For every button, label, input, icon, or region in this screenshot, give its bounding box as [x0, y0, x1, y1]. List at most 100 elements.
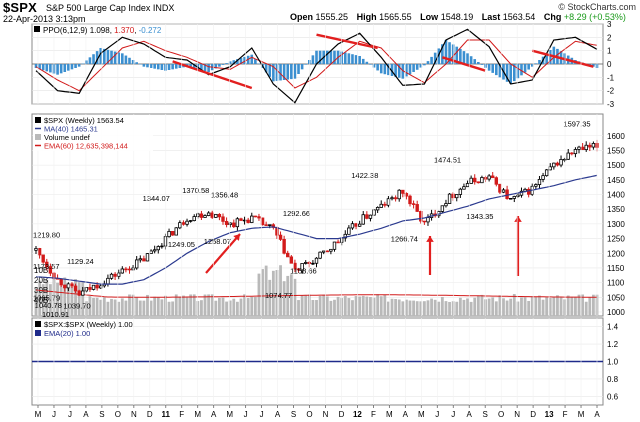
- ppo-hist-bar: [469, 56, 473, 64]
- volume-bar: [487, 298, 491, 316]
- ppo-hist-bar: [164, 64, 167, 71]
- price-candle-body: [426, 217, 430, 223]
- price-candle-body: [264, 224, 268, 226]
- ppo-hist-bar: [297, 64, 300, 74]
- x-tick-label: A: [467, 410, 473, 419]
- ppo-hist-bar: [131, 60, 135, 64]
- ppo-hist-bar: [74, 64, 77, 68]
- volume-bar: [592, 294, 595, 316]
- price-candle-body: [239, 218, 243, 221]
- volume-bar: [304, 294, 308, 316]
- legend-swatch: [35, 117, 41, 123]
- ppo-hist-bar: [34, 64, 38, 68]
- price-candle-body: [455, 194, 459, 199]
- volume-bar: [113, 299, 117, 316]
- ppo-hist-bar: [315, 50, 318, 64]
- volume-bar: [408, 300, 412, 316]
- price-candle-body: [393, 197, 398, 200]
- volume-bar: [261, 269, 264, 316]
- price-candle-body: [77, 290, 81, 296]
- x-tick-label: N: [514, 410, 520, 419]
- ppo-hist-bar: [243, 56, 246, 64]
- chg-label: Chg: [543, 12, 562, 22]
- x-tick-label: A: [83, 410, 89, 419]
- price-candle-body: [483, 177, 488, 180]
- ppo-hist-bar: [106, 49, 110, 64]
- site-credit[interactable]: © StockCharts.com: [558, 2, 636, 12]
- price-label: 1356.48: [211, 190, 238, 199]
- ppo-hist-bar: [304, 64, 308, 65]
- ppo-hist-bar: [477, 62, 480, 64]
- volume-bar: [164, 295, 167, 316]
- price-candle-body: [268, 224, 272, 226]
- price-tick-label: 1000: [607, 308, 625, 317]
- ppo-hist-bar: [480, 64, 484, 65]
- ppo-hist-bar: [257, 63, 261, 65]
- volume-bar: [444, 301, 448, 316]
- ppo-hist-bar: [419, 64, 423, 68]
- price-candle-body: [37, 248, 42, 256]
- price-candle-body: [397, 189, 401, 200]
- ppo-hist-bar: [167, 64, 171, 70]
- legend-swatch: [35, 134, 41, 140]
- volume-bar: [271, 270, 275, 316]
- ratio-legend-item: EMA(20) 1.00: [44, 329, 90, 338]
- ppo-hist-bar: [495, 64, 498, 76]
- price-candle-body: [401, 189, 405, 194]
- x-tick-label: J: [244, 410, 248, 419]
- price-candle-body: [88, 287, 92, 290]
- ppo-hist-bar: [45, 64, 49, 72]
- volume-bar: [466, 298, 469, 316]
- price-candle-body: [473, 177, 477, 183]
- volume-bar: [462, 299, 466, 316]
- x-tick-label: J: [68, 410, 72, 419]
- volume-bar: [440, 297, 444, 316]
- ppo-hist-bar: [41, 64, 45, 71]
- volume-bar: [437, 301, 441, 316]
- ppo-hist-bar: [275, 64, 279, 81]
- volume-bar: [59, 286, 63, 316]
- price-candle-body: [519, 190, 524, 196]
- volume-bar: [570, 296, 574, 316]
- price-candle-body: [440, 205, 445, 212]
- price-candle-body: [318, 251, 322, 259]
- volume-bar: [128, 294, 131, 316]
- price-candle-body: [544, 169, 549, 177]
- ratio-tick-label: 0.8: [607, 375, 619, 384]
- price-candle-body: [419, 211, 423, 222]
- volume-bar: [315, 300, 318, 316]
- x-tick-label: M: [194, 410, 201, 419]
- price-candle-body: [329, 248, 333, 252]
- volume-bar: [426, 300, 430, 316]
- volume-bar: [448, 301, 451, 316]
- volume-bar: [397, 299, 401, 316]
- price-candle-body: [117, 272, 121, 277]
- volume-bar: [264, 265, 268, 316]
- x-tick-label: N: [131, 410, 137, 419]
- ppo-hist-bar: [192, 64, 196, 69]
- price-candle-body: [131, 267, 135, 271]
- ppo-hist-bar: [423, 64, 426, 66]
- ppo-divergence-line: [531, 49, 594, 68]
- volume-bar: [365, 296, 369, 316]
- price-label: 1370.58: [182, 186, 209, 195]
- volume-bar: [246, 298, 250, 316]
- volume-bar: [541, 299, 545, 316]
- ppo-hist-bar: [99, 48, 103, 64]
- price-candle-body: [559, 159, 563, 166]
- volume-bar: [120, 298, 124, 316]
- ppo-hist-bar: [239, 58, 243, 64]
- price-candle-body: [368, 214, 373, 219]
- ppo-hist-bar: [548, 50, 552, 64]
- price-candle-body: [487, 175, 491, 180]
- ppo-hist-bar: [178, 64, 182, 68]
- price-candle-body: [588, 144, 592, 148]
- volume-bar: [41, 284, 45, 316]
- volume-bar: [318, 295, 322, 316]
- ppo-hist-bar: [254, 59, 257, 64]
- ppo-hist-bar: [415, 64, 419, 70]
- ppo-hist-bar: [221, 64, 225, 65]
- price-candle-body: [73, 285, 78, 292]
- ppo-hist-bar: [236, 59, 239, 64]
